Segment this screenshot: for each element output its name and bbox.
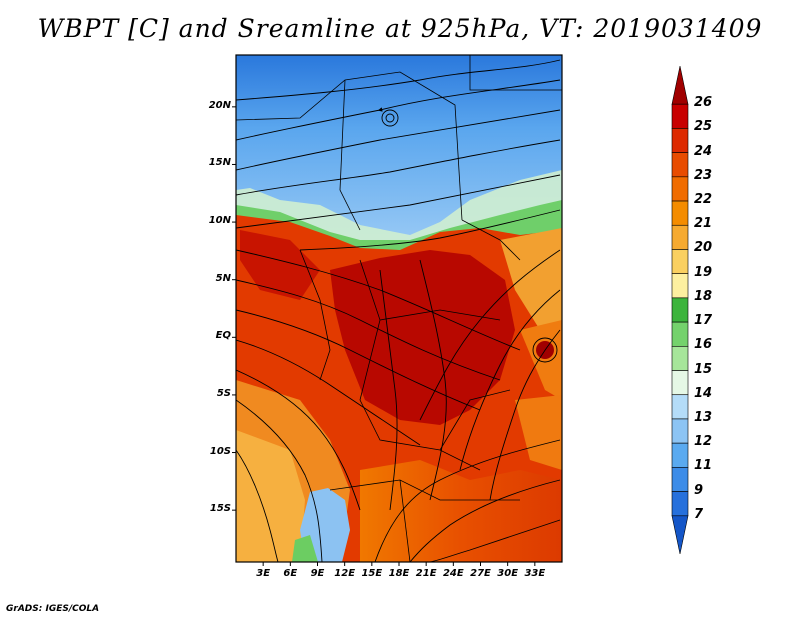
colorbar-label: 25: [694, 119, 713, 135]
x-tick-label: 30E: [497, 568, 519, 579]
colorbar-swatch: [671, 128, 689, 153]
colorbar-swatch: [671, 103, 689, 129]
colorbar-swatch: [671, 467, 689, 492]
colorbar-swatch: [671, 418, 689, 444]
colorbar-swatch: [671, 515, 689, 555]
colorbar-swatch: [671, 249, 689, 274]
colorbar-swatch: [671, 273, 689, 299]
colorbar-label: 17: [694, 313, 713, 329]
colorbar-label: 12: [694, 434, 713, 450]
y-tick-label: 15N: [208, 157, 231, 169]
colorbar-swatch: [671, 491, 689, 517]
colorbar-label: 18: [694, 288, 713, 304]
streamlines: [236, 59, 561, 562]
colorbar-label: 19: [694, 264, 713, 280]
map-title: WBPT [C] and Sreamline at 925hPa, VT: 20…: [37, 14, 763, 43]
colorbar-label: 23: [694, 167, 713, 183]
x-tick-label: 21E: [415, 568, 437, 579]
y-tick-label: 20N: [208, 99, 231, 111]
y-tick-label: 15S: [209, 503, 231, 515]
colorbar-swatch: [671, 224, 689, 250]
colorbar-label: 15: [694, 361, 713, 377]
x-tick-label: 27E: [470, 568, 491, 579]
colorbar-swatch: [671, 442, 689, 468]
colorbar-swatch: [671, 152, 689, 178]
grads-credit: GrADS: IGES/COLA: [6, 604, 100, 614]
colorbar-swatch: [671, 370, 689, 396]
x-tick-label: 9E: [310, 568, 325, 579]
y-tick-label: 5N: [215, 272, 231, 284]
colorbar: [671, 65, 689, 555]
colorbar-swatch: [671, 65, 689, 105]
colorbar-swatch: [671, 394, 689, 420]
colorbar-label: 22: [694, 192, 713, 208]
colorbar-label: 26: [694, 95, 713, 111]
x-tick-label: 6E: [283, 568, 298, 579]
x-tick-label: 12E: [334, 568, 356, 579]
colorbar-swatch: [671, 176, 689, 202]
y-tick-label: 10S: [209, 445, 231, 457]
colorbar-swatch: [671, 346, 689, 371]
x-tick-label: 18E: [388, 568, 410, 579]
colorbar-label: 7: [694, 506, 704, 522]
y-tick-label: EQ: [215, 330, 231, 342]
x-tick-label: 33E: [524, 568, 546, 579]
colorbar-label: 21: [694, 216, 713, 232]
x-tick-label: 15E: [361, 568, 383, 579]
y-tick-label: 10N: [208, 215, 231, 227]
y-tick-label: 5S: [216, 387, 231, 399]
colorbar-label: 14: [694, 385, 713, 401]
x-tick-label: 24E: [442, 568, 464, 579]
colorbar-swatch: [671, 200, 689, 226]
country-borders: [236, 55, 562, 562]
colorbar-label: 20: [694, 240, 713, 256]
colorbar-label: 9: [694, 482, 704, 498]
x-tick-label: 3E: [256, 568, 271, 579]
colorbar-label: 11: [694, 458, 713, 474]
colorbar-label: 24: [694, 143, 713, 159]
colorbar-label: 13: [694, 409, 713, 425]
colorbar-label: 16: [694, 337, 713, 353]
colorbar-swatch: [671, 297, 689, 323]
wbpt-shading: [236, 55, 562, 562]
colorbar-swatch: [671, 321, 689, 347]
